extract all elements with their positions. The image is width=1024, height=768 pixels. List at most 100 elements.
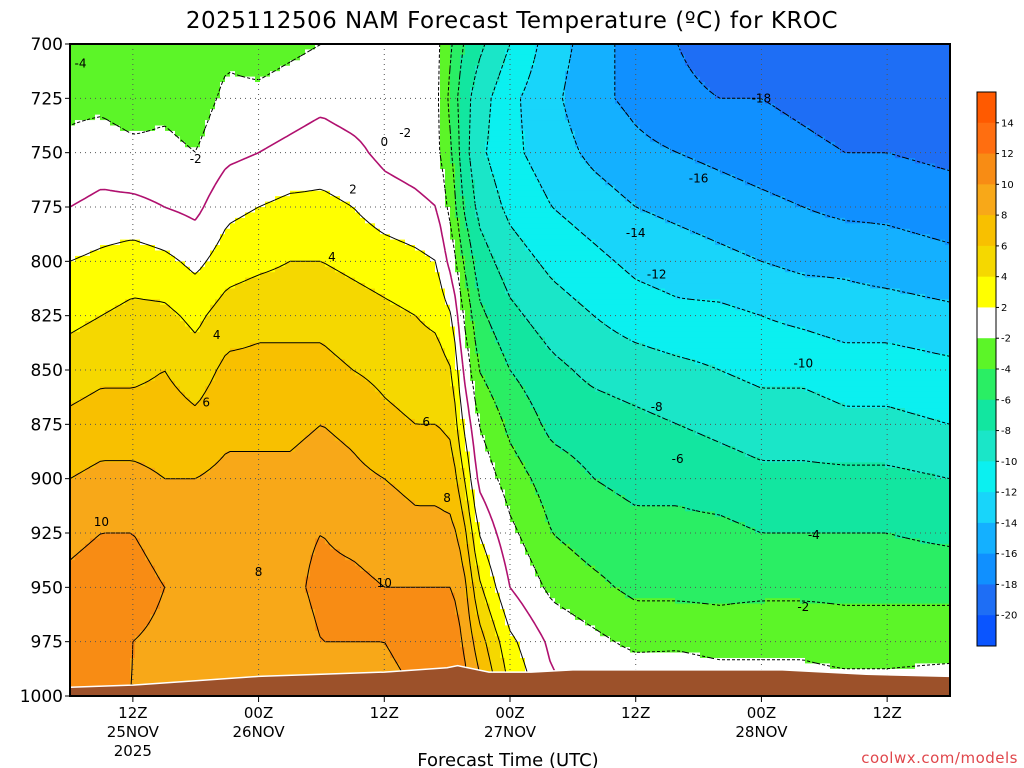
colorbar: 14 12 10 8 6 4 2 -2 -4 -6 -8 -10 -12 -14 -16 -18 -20 — [976, 91, 1017, 647]
pressure-tick-label: 750 — [31, 144, 63, 164]
colorbar-swatch — [977, 92, 996, 124]
pressure-tick-label: 950 — [31, 578, 63, 598]
colorbar-label: -16 — [1001, 549, 1017, 560]
isotherm-plus2 — [70, 188, 535, 696]
colorbar-swatch — [977, 338, 996, 370]
time-tick-label: 00Z — [495, 704, 524, 722]
colorbar-label: -10 — [1001, 457, 1017, 468]
time-tick-label: 12Z — [370, 704, 399, 722]
isotherm-minus8 — [468, 44, 950, 480]
contour-label: 6 — [422, 415, 430, 429]
colorbar-swatch — [977, 276, 996, 308]
contour-label: -8 — [651, 400, 663, 414]
colorbar-label: -2 — [1001, 334, 1011, 345]
time-tick-label: 00Z — [244, 704, 273, 722]
colorbar-swatch — [977, 122, 996, 155]
time-tick-label: 2025 — [114, 742, 152, 760]
colorbar-swatch — [977, 584, 996, 616]
pressure-axis: 700 725 750 775 800 825 850 875 900 925 950 975 1000 — [20, 35, 70, 707]
isotherm-minus6 — [457, 44, 950, 548]
contour-label: -4 — [808, 528, 820, 542]
plot-area: -4 -2 -2 0 2 4 4 6 6 8 8 10 10 -18 -16 -14 -12 -10 -8 -6 -4 -… — [70, 44, 950, 696]
colorbar-label: 4 — [1001, 272, 1007, 283]
time-tick-label: 12Z — [118, 704, 147, 722]
colorbar-label: 12 — [1001, 149, 1014, 160]
colorbar-label: -14 — [1001, 518, 1017, 529]
colorbar-swatch — [977, 215, 996, 247]
colorbar-swatch — [977, 430, 996, 462]
colorbar-label: 14 — [1001, 118, 1014, 129]
isotherm-minus12 — [520, 44, 950, 357]
time-tick-label: 28NOV — [735, 723, 788, 741]
isotherm-plus6 — [70, 342, 498, 696]
contour-label: -2 — [399, 126, 411, 140]
colorbar-label: 8 — [1001, 211, 1007, 222]
pressure-tick-label: 900 — [31, 470, 63, 490]
colorbar-swatch — [977, 522, 996, 555]
contour-label: 8 — [255, 565, 263, 579]
colorbar-swatch — [977, 461, 996, 493]
isotherm-plus4 — [70, 260, 511, 696]
credit-text: coolwx.com/models — [861, 749, 1018, 767]
pressure-tick-label: 725 — [31, 89, 63, 109]
isotherm-plus8 — [70, 425, 486, 696]
grid-lines — [70, 44, 950, 696]
contour-label: -14 — [626, 226, 646, 240]
colorbar-swatch — [977, 615, 996, 647]
isotherm-minus10 — [485, 44, 950, 425]
time-tick-label: 25NOV — [107, 723, 160, 741]
colorbar-swatch — [977, 399, 996, 432]
pressure-tick-label: 925 — [31, 524, 63, 544]
contour-label: 6 — [202, 396, 210, 410]
time-tick-label: 12Z — [621, 704, 650, 722]
pressure-tick-label: 775 — [31, 198, 63, 218]
colorbar-label: -6 — [1001, 395, 1011, 406]
pressure-tick-label: 825 — [31, 307, 63, 327]
pressure-tick-label: 975 — [31, 633, 63, 653]
contour-label: -4 — [75, 57, 87, 71]
contour-label: -16 — [689, 172, 709, 186]
colorbar-swatch — [977, 184, 996, 216]
time-tick-label: 12Z — [872, 704, 901, 722]
contour-label: -12 — [647, 267, 667, 281]
time-tick-label: 27NOV — [484, 723, 537, 741]
colorbar-label: -4 — [1001, 365, 1011, 376]
colorbar-swatch — [977, 307, 996, 339]
colorbar-label: -20 — [1001, 611, 1017, 622]
contour-label: 4 — [213, 328, 221, 342]
time-tick-label: 00Z — [747, 704, 776, 722]
contour-label: -2 — [797, 600, 809, 614]
isotherm-minus2 — [70, 44, 950, 670]
colorbar-swatch — [977, 245, 996, 278]
contour-label: -6 — [672, 452, 684, 466]
contour-label: -10 — [793, 357, 813, 371]
colorbar-label: -18 — [1001, 580, 1017, 591]
contour-label: -18 — [752, 91, 772, 105]
pressure-tick-label: 875 — [31, 415, 63, 435]
colorbar-swatch — [977, 553, 996, 585]
colorbar-swatch — [977, 153, 996, 185]
pressure-tick-label: 800 — [31, 252, 63, 272]
colorbar-label: 2 — [1001, 303, 1007, 314]
x-axis-label: Forecast Time (UTC) — [417, 750, 598, 768]
colorbar-label: 6 — [1001, 241, 1007, 252]
contour-labels: -4 -2 -2 0 2 4 4 6 6 8 8 10 10 -18 -16 -14 -12 -10 -8 -6 -4 -… — [75, 57, 820, 614]
time-tick-label: 26NOV — [233, 723, 286, 741]
colorbar-label: -12 — [1001, 488, 1017, 499]
pressure-tick-label: 850 — [31, 361, 63, 381]
colorbar-label: 10 — [1001, 180, 1014, 191]
contour-label: 2 — [349, 183, 357, 197]
contour-label: 0 — [380, 135, 388, 149]
contour-label: 8 — [443, 491, 451, 505]
contour-label: 4 — [328, 250, 336, 264]
contour-label: 10 — [94, 515, 109, 529]
pressure-tick-label: 700 — [31, 35, 63, 55]
colorbar-label: -8 — [1001, 426, 1011, 437]
isotherm-minus14 — [561, 44, 950, 303]
colorbar-swatch — [977, 369, 996, 401]
isotherm-minus16 — [614, 44, 950, 244]
isotherm-minus4 — [447, 44, 950, 606]
colorbar-swatch — [977, 492, 996, 524]
